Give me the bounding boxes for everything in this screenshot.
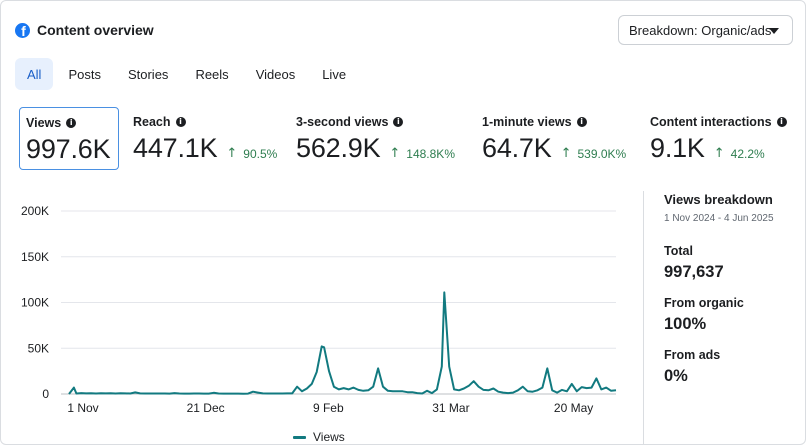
ads-value: 0% bbox=[664, 367, 688, 385]
metric-3-second-views[interactable]: 3-second views i 562.9K ↑ 148.8K% bbox=[296, 107, 471, 171]
series-line-views bbox=[68, 291, 617, 395]
tab-stories[interactable]: Stories bbox=[127, 66, 169, 82]
content-type-tabs: All Posts Stories Reels Videos Live bbox=[15, 58, 361, 90]
tab-reels[interactable]: Reels bbox=[195, 66, 229, 82]
views-chart: 0 50K 100K 150K 200K 1 Nov 21 Dec 9 Feb 31 Mar 20… bbox=[1, 191, 641, 444]
info-icon[interactable]: i bbox=[66, 118, 77, 128]
caret-down-icon bbox=[769, 28, 779, 34]
info-icon[interactable]: i bbox=[776, 117, 787, 127]
metric-label: Views bbox=[26, 116, 62, 130]
metric-value-row: 997.6K bbox=[26, 134, 118, 165]
metric-content-interactions[interactable]: Content interactions i 9.1K ↑ 42.2% bbox=[650, 107, 800, 171]
metric-views-label-row: Views i bbox=[26, 115, 118, 131]
metric-1-minute-views[interactable]: 1-minute views i 64.7K ↑ 539.0K% bbox=[482, 107, 642, 171]
metric-change: ↑ 539.0K% bbox=[561, 146, 627, 161]
metric-value: 447.1K bbox=[133, 133, 218, 163]
breakdown-dropdown[interactable]: Breakdown: Organic/ads bbox=[618, 15, 793, 45]
metric-change-value: 90.5% bbox=[243, 146, 278, 161]
chart-legend[interactable]: Views bbox=[293, 430, 345, 444]
metric-value-row: 562.9K ↑ 148.8K% bbox=[296, 133, 471, 164]
metric-change-value: 42.2% bbox=[730, 146, 765, 161]
metric-value: 562.9K bbox=[296, 133, 381, 163]
arrow-up-icon: ↑ bbox=[713, 146, 725, 161]
y-tick-label: 150K bbox=[21, 250, 49, 264]
metric-value-row: 447.1K ↑ 90.5% bbox=[133, 133, 283, 164]
facebook-icon: f bbox=[15, 22, 30, 38]
breakdown-dropdown-label: Breakdown: Organic/ads bbox=[629, 22, 772, 38]
metric-3s-label-row: 3-second views i bbox=[296, 114, 471, 130]
metric-reach[interactable]: Reach i 447.1K ↑ 90.5% bbox=[133, 107, 283, 171]
arrow-up-icon: ↑ bbox=[389, 146, 401, 161]
metric-change-value: 148.8K% bbox=[406, 146, 455, 161]
metric-change: ↑ 90.5% bbox=[226, 146, 277, 161]
legend-label: Views bbox=[313, 430, 345, 444]
x-tick-label: 31 Mar bbox=[432, 401, 469, 415]
metric-label: 1-minute views bbox=[482, 115, 572, 129]
x-tick-label: 9 Feb bbox=[313, 401, 344, 415]
card-header: f Content overview bbox=[15, 19, 154, 41]
views-line-chart: 0 50K 100K 150K 200K 1 Nov 21 Dec 9 Feb 31 Mar 20… bbox=[21, 204, 617, 415]
tab-posts[interactable]: Posts bbox=[68, 66, 101, 82]
arrow-up-icon: ↑ bbox=[560, 146, 572, 161]
tab-all[interactable]: All bbox=[15, 58, 54, 90]
total-label: Total bbox=[664, 244, 693, 258]
metric-value: 64.7K bbox=[482, 133, 552, 163]
metric-change: ↑ 148.8K% bbox=[389, 146, 455, 161]
x-tick-label: 21 Dec bbox=[187, 401, 225, 415]
organic-label: From organic bbox=[664, 296, 744, 310]
y-tick-label: 50K bbox=[28, 341, 49, 355]
y-tick-label: 0 bbox=[42, 387, 49, 401]
x-tick-label: 20 May bbox=[554, 401, 593, 415]
metric-value-row: 64.7K ↑ 539.0K% bbox=[482, 133, 642, 164]
metric-change: ↑ 42.2% bbox=[714, 146, 765, 161]
metric-value: 9.1K bbox=[650, 133, 705, 163]
metric-reach-label-row: Reach i bbox=[133, 114, 283, 130]
ads-label: From ads bbox=[664, 348, 721, 362]
total-value: 997,637 bbox=[664, 263, 724, 281]
metric-value-row: 9.1K ↑ 42.2% bbox=[650, 133, 800, 164]
metric-views[interactable]: Views i 997.6K bbox=[19, 107, 119, 170]
y-tick-label: 100K bbox=[21, 296, 49, 310]
page-title: Content overview bbox=[37, 22, 154, 38]
metric-label: Content interactions bbox=[650, 115, 772, 129]
metric-label: 3-second views bbox=[296, 115, 389, 129]
breakdown-date-range: 1 Nov 2024 - 4 Jun 2025 bbox=[664, 213, 774, 224]
views-breakdown-panel: Views breakdown 1 Nov 2024 - 4 Jun 2025 … bbox=[664, 192, 799, 386]
x-tick-label: 1 Nov bbox=[67, 401, 98, 415]
y-tick-label: 200K bbox=[21, 204, 49, 218]
tab-live[interactable]: Live bbox=[322, 66, 347, 82]
info-icon[interactable]: i bbox=[393, 117, 404, 127]
tab-videos[interactable]: Videos bbox=[255, 66, 296, 82]
metric-1m-label-row: 1-minute views i bbox=[482, 114, 642, 130]
arrow-up-icon: ↑ bbox=[226, 146, 238, 161]
metric-ci-label-row: Content interactions i bbox=[650, 114, 800, 130]
metric-change-value: 539.0K% bbox=[577, 146, 627, 161]
metric-label: Reach bbox=[133, 115, 171, 129]
breakdown-title: Views breakdown bbox=[664, 192, 773, 207]
legend-swatch bbox=[293, 435, 306, 439]
organic-value: 100% bbox=[664, 315, 707, 333]
metric-value: 997.6K bbox=[26, 134, 111, 164]
info-icon[interactable]: i bbox=[576, 117, 587, 127]
info-icon[interactable]: i bbox=[175, 117, 186, 127]
panel-divider bbox=[643, 191, 644, 444]
